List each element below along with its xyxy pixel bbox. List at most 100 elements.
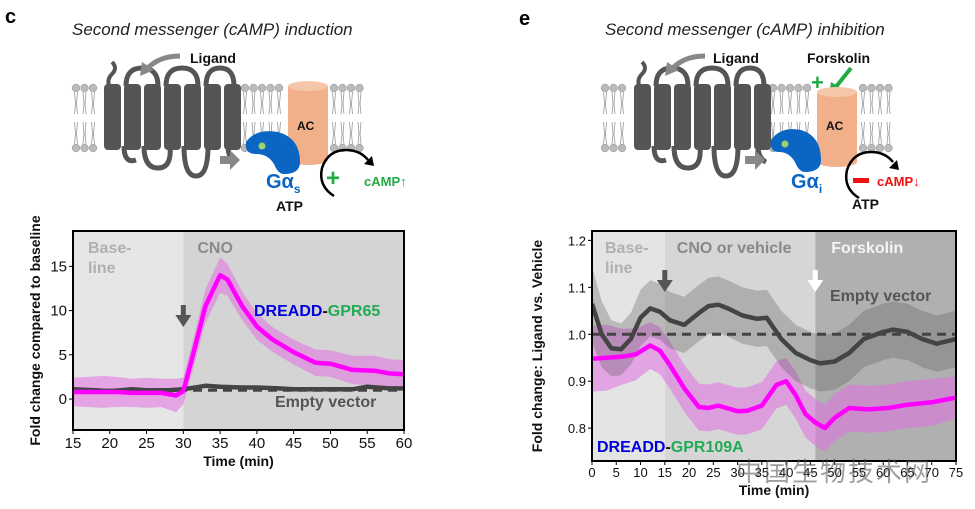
y-axis-label: Fold change: Ligand vs. Vehicle bbox=[529, 240, 545, 453]
series-label-empty-vector: Empty vector bbox=[830, 288, 931, 305]
g-alpha-i-label: Gαi bbox=[791, 171, 822, 196]
lipid-head-icon bbox=[249, 83, 258, 93]
ligand-arrow-icon bbox=[669, 53, 706, 72]
lipid-head-icon bbox=[777, 83, 786, 93]
event-arrow-head-icon bbox=[656, 280, 673, 292]
x-tick-label: 35 bbox=[755, 465, 769, 480]
x-axis-label: Time (min) bbox=[203, 453, 274, 469]
arrow-right-icon bbox=[745, 150, 765, 170]
lipid-tail-icon bbox=[349, 91, 353, 145]
x-tick-label: 20 bbox=[101, 435, 118, 452]
lipid-head-icon bbox=[600, 83, 610, 93]
lipid-head-icon bbox=[80, 83, 89, 93]
x-tick-label: 10 bbox=[633, 465, 647, 480]
x-tick-label: 50 bbox=[827, 465, 841, 480]
lipid-tail-icon bbox=[268, 91, 273, 145]
lipid-head-icon bbox=[609, 143, 618, 153]
region-label: line bbox=[88, 260, 116, 277]
y-axis-label: Fold change compared to baseline bbox=[27, 215, 43, 445]
conversion-arrow-icon bbox=[845, 150, 894, 200]
plus-sign-icon: + bbox=[326, 165, 340, 192]
lipid-head-icon bbox=[88, 83, 98, 93]
lipid-head-icon bbox=[858, 143, 868, 153]
lipid-tail-icon bbox=[260, 91, 264, 145]
series-label-empty-vector: Empty vector bbox=[275, 394, 376, 411]
x-tick-label: 45 bbox=[285, 435, 302, 452]
x-tick-label: 70 bbox=[924, 465, 938, 480]
x-tick-label: 40 bbox=[249, 435, 266, 452]
x-tick-label: 60 bbox=[396, 435, 413, 452]
plot-frame bbox=[72, 230, 405, 431]
adenylyl-cyclase-icon bbox=[817, 87, 857, 167]
y-tick-label: 0 bbox=[59, 391, 67, 408]
lipid-head-icon bbox=[71, 83, 81, 93]
lipid-tail-icon bbox=[861, 91, 865, 145]
lipid-tail-icon bbox=[886, 91, 891, 145]
x-tick-label: 20 bbox=[682, 465, 696, 480]
lipid-tail-icon bbox=[878, 91, 882, 145]
lipid-head-icon bbox=[617, 143, 627, 153]
lipid-tail-icon bbox=[620, 91, 624, 145]
forskolin-label: Forskolin bbox=[807, 50, 870, 66]
y-tick-label: 5 bbox=[59, 347, 67, 364]
event-arrow-icon bbox=[180, 305, 186, 317]
lipid-tail-icon bbox=[771, 91, 775, 145]
ac-label: AC bbox=[297, 119, 315, 133]
lipid-head-icon bbox=[867, 83, 876, 93]
lipid-tail-icon bbox=[243, 91, 247, 145]
error-band-0 bbox=[73, 257, 404, 413]
lipid-head-icon bbox=[346, 83, 356, 93]
forskolin-arrow-icon bbox=[833, 66, 853, 90]
lipid-head-icon bbox=[884, 83, 893, 93]
x-tick-label: 50 bbox=[322, 435, 339, 452]
event-arrow-icon bbox=[812, 270, 818, 282]
region-label: Base- bbox=[605, 240, 649, 257]
series-line-dreadd bbox=[73, 272, 404, 398]
plot-area bbox=[592, 266, 956, 452]
lipid-head-icon bbox=[257, 83, 267, 93]
atp-label-c: ATP bbox=[276, 198, 303, 214]
arrow-right-icon bbox=[220, 150, 240, 170]
x-tick-label: 55 bbox=[359, 435, 376, 452]
panel-letter-c: c bbox=[5, 6, 17, 28]
series-line-empty-vector bbox=[592, 302, 956, 366]
atp-label-e: ATP bbox=[852, 196, 879, 212]
event-arrow-head-icon bbox=[807, 280, 824, 292]
lipid-tail-icon bbox=[332, 91, 336, 145]
camp-down-label: cAMP↓ bbox=[877, 174, 920, 189]
x-tick-label: 45 bbox=[803, 465, 817, 480]
lipid-tail-icon bbox=[82, 91, 87, 145]
event-arrow-head-icon bbox=[175, 315, 192, 327]
panel-e-title: Second messenger (cAMP) inhibition bbox=[605, 20, 885, 39]
region-label: Forskolin bbox=[831, 240, 903, 257]
ac-label: AC bbox=[826, 119, 844, 133]
lipid-head-icon bbox=[329, 83, 339, 93]
lipid-tail-icon bbox=[796, 91, 801, 145]
region-label: CNO or vehicle bbox=[677, 240, 792, 257]
y-tick-label: 15 bbox=[50, 258, 67, 275]
plot-frame bbox=[591, 230, 957, 462]
plot-area bbox=[73, 257, 404, 413]
x-tick-label: 30 bbox=[730, 465, 744, 480]
y-tick-label: 1.0 bbox=[568, 327, 586, 342]
lipid-head-icon bbox=[617, 83, 627, 93]
lipid-head-icon bbox=[785, 83, 795, 93]
lipid-tail-icon bbox=[869, 91, 874, 145]
region-label: CNO bbox=[197, 240, 233, 257]
lipid-tail-icon bbox=[805, 91, 809, 145]
lipid-head-icon bbox=[858, 83, 868, 93]
x-tick-label: 65 bbox=[900, 465, 914, 480]
lipid-head-icon bbox=[884, 143, 893, 153]
x-tick-label: 60 bbox=[876, 465, 890, 480]
lipid-head-icon bbox=[867, 143, 876, 153]
chart-e: Base-line CNO or vehicle Forskolin 0 5 10 15 20… bbox=[529, 230, 963, 498]
x-tick-label: 15 bbox=[65, 435, 82, 452]
lipid-head-icon bbox=[609, 83, 618, 93]
lipid-head-icon bbox=[80, 143, 89, 153]
region-label: line bbox=[605, 260, 633, 277]
lipid-head-icon bbox=[875, 83, 885, 93]
panel-letter-e: e bbox=[519, 8, 531, 30]
lipid-tail-icon bbox=[251, 91, 256, 145]
x-tick-label: 30 bbox=[175, 435, 192, 452]
minus-sign-icon bbox=[853, 178, 869, 183]
